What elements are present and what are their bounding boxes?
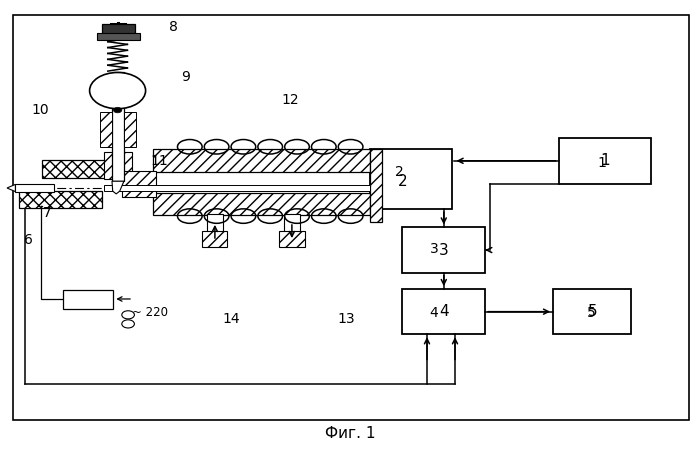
Bar xyxy=(97,33,140,40)
Text: 5: 5 xyxy=(587,304,597,319)
Text: 12: 12 xyxy=(281,93,300,106)
Bar xyxy=(42,160,105,178)
Text: 8: 8 xyxy=(169,20,178,34)
Bar xyxy=(122,171,156,197)
Bar xyxy=(15,184,54,192)
Text: 1: 1 xyxy=(598,156,606,170)
Text: 1: 1 xyxy=(600,153,610,169)
Bar xyxy=(284,214,300,232)
Bar xyxy=(402,227,485,273)
Text: 13: 13 xyxy=(337,313,356,326)
Text: Фиг. 1: Фиг. 1 xyxy=(325,426,375,442)
Circle shape xyxy=(113,107,122,113)
Bar xyxy=(370,149,452,209)
Bar xyxy=(63,290,113,309)
Bar xyxy=(104,185,370,191)
Bar xyxy=(104,152,132,179)
Text: 3: 3 xyxy=(430,242,438,256)
Polygon shape xyxy=(112,181,124,194)
Text: 2: 2 xyxy=(398,173,407,189)
Text: 11: 11 xyxy=(150,154,169,168)
Text: 9: 9 xyxy=(181,70,190,84)
Text: ~ 220: ~ 220 xyxy=(132,306,167,319)
Polygon shape xyxy=(7,184,15,192)
Bar xyxy=(402,289,485,334)
Bar xyxy=(13,15,689,420)
Bar xyxy=(153,193,370,215)
Bar xyxy=(559,138,651,184)
Circle shape xyxy=(122,311,134,319)
Text: 7: 7 xyxy=(43,206,52,220)
Text: 4: 4 xyxy=(439,304,449,319)
Bar xyxy=(202,231,228,247)
Text: 2: 2 xyxy=(395,165,403,179)
Bar xyxy=(206,214,223,232)
Bar xyxy=(153,149,370,172)
Text: 14: 14 xyxy=(222,313,240,326)
Bar xyxy=(370,149,382,222)
Text: 5: 5 xyxy=(587,306,596,319)
Bar xyxy=(279,231,304,247)
Bar xyxy=(553,289,631,334)
Bar xyxy=(112,72,124,181)
Text: 6: 6 xyxy=(24,233,32,247)
Text: 4: 4 xyxy=(430,306,438,319)
Text: 10: 10 xyxy=(32,103,50,116)
Text: 3: 3 xyxy=(439,242,449,258)
Bar xyxy=(19,191,102,208)
Bar xyxy=(102,24,135,35)
Bar xyxy=(100,112,112,147)
Circle shape xyxy=(90,72,146,109)
Bar xyxy=(124,112,136,147)
Circle shape xyxy=(122,320,134,328)
